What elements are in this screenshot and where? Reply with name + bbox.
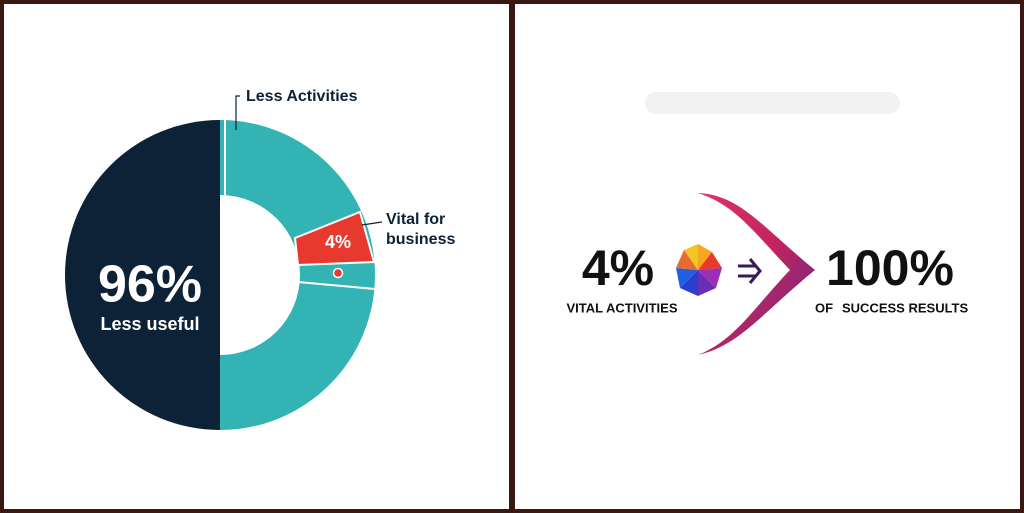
vital-slice: [293, 210, 376, 267]
value-label: 4%: [582, 240, 654, 296]
marker-dot: [332, 267, 344, 279]
leader-line: [361, 221, 383, 226]
right-panel: [515, 4, 1020, 509]
implies-arrow: [738, 258, 762, 284]
label: OF: [815, 300, 833, 315]
label: Vital for: [386, 211, 445, 228]
teal-half: [220, 120, 375, 430]
value-label: 4%: [325, 232, 351, 252]
chevron: [698, 193, 815, 355]
dark-half: [65, 120, 220, 430]
slice-divider: [297, 281, 376, 290]
label: Less Activities: [246, 88, 358, 105]
canvas: Less Activities Vital for business 4% 96…: [4, 4, 1020, 509]
value-label: 100%: [826, 240, 954, 296]
faded-title: [645, 92, 900, 114]
label: VITAL ACTIVITIES: [567, 300, 678, 315]
label: SUCCESS RESULTS: [842, 300, 968, 315]
value-label: 96%: [98, 256, 202, 314]
leader-line: [235, 95, 240, 130]
icon: [676, 244, 722, 296]
label: business: [386, 231, 455, 248]
label: Less useful: [100, 314, 199, 334]
